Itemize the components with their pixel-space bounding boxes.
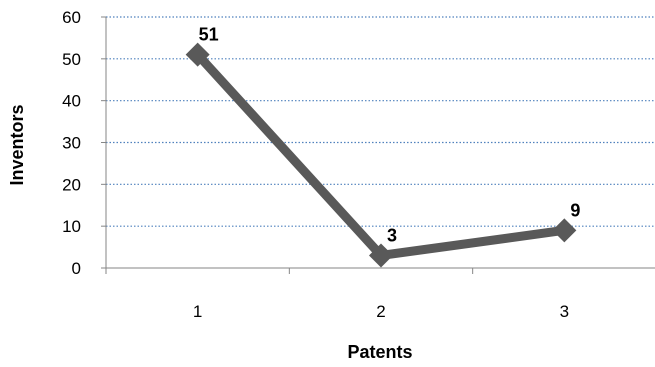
series-line (194, 51, 565, 261)
y-axis-title: Inventors (7, 104, 27, 185)
data-label: 51 (199, 25, 219, 45)
x-tick-label: 3 (560, 302, 569, 321)
x-axis-ticks: 1 2 3 (193, 302, 569, 321)
y-axis-ticks: 0 10 20 30 40 50 60 (62, 8, 81, 278)
data-point-marker (369, 243, 393, 268)
gridlines (106, 16, 655, 227)
y-tick-label: 40 (62, 92, 81, 111)
x-axis-title: Patents (347, 342, 412, 362)
y-tick-label: 60 (62, 8, 81, 27)
y-tick-label: 30 (62, 134, 81, 153)
data-point-marker (552, 218, 577, 243)
x-tick-label: 1 (193, 302, 202, 321)
y-tick-label: 20 (62, 175, 81, 194)
y-tick-label: 10 (62, 217, 81, 236)
data-labels: 51 3 9 (199, 25, 581, 246)
series (185, 42, 577, 268)
data-label: 9 (570, 200, 580, 220)
y-tick-label: 0 (72, 259, 81, 278)
x-tick-label: 2 (376, 302, 385, 321)
y-tick-label: 50 (62, 50, 81, 69)
data-label: 3 (387, 225, 397, 245)
data-point-marker (185, 42, 210, 67)
axes (101, 16, 655, 274)
